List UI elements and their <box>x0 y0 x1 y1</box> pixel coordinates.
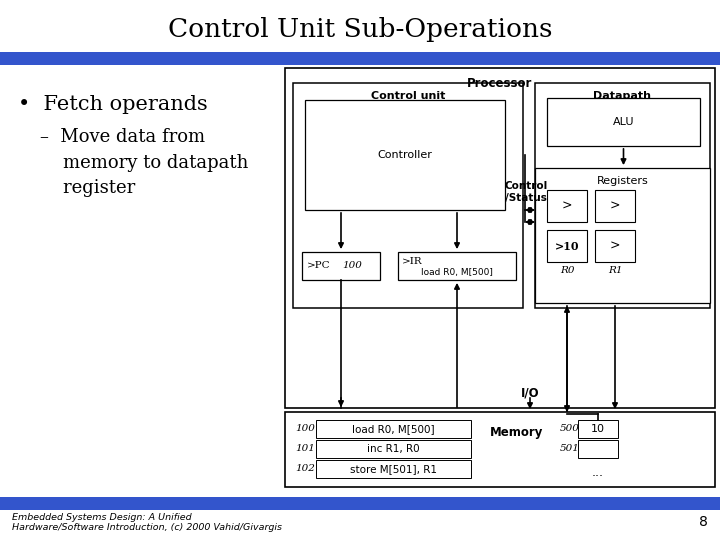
Text: >IR: >IR <box>402 257 423 266</box>
Bar <box>316 460 471 478</box>
Text: 101: 101 <box>295 444 315 453</box>
Text: 100: 100 <box>295 424 315 433</box>
Bar <box>547 230 587 262</box>
Text: >: > <box>610 199 620 213</box>
Text: R1: R1 <box>608 266 622 275</box>
Text: R0: R0 <box>559 266 575 275</box>
Text: Control
/Status: Control /Status <box>505 181 548 203</box>
Text: store M[501], R1: store M[501], R1 <box>350 464 437 474</box>
Text: inc R1, R0: inc R1, R0 <box>367 444 420 454</box>
Text: Registers: Registers <box>597 176 649 186</box>
Bar <box>595 190 635 222</box>
Text: ...: ... <box>592 465 604 478</box>
Bar <box>302 252 380 280</box>
Text: Embedded Systems Design: A Unified
Hardware/Software Introduction, (c) 2000 Vahi: Embedded Systems Design: A Unified Hardw… <box>12 513 282 532</box>
Text: >: > <box>610 240 620 253</box>
Text: I/O: I/O <box>521 387 539 400</box>
Bar <box>398 252 516 280</box>
Bar <box>595 230 635 262</box>
Bar <box>547 98 700 146</box>
Bar <box>0 497 720 510</box>
Text: Controller: Controller <box>377 150 433 160</box>
Text: load R0, M[500]: load R0, M[500] <box>352 424 435 434</box>
Text: >PC: >PC <box>307 261 330 271</box>
Text: ALU: ALU <box>613 117 634 127</box>
Bar <box>547 190 587 222</box>
Bar <box>578 440 618 458</box>
Text: >10: >10 <box>554 240 580 252</box>
Text: Processor: Processor <box>467 77 533 90</box>
Bar <box>305 100 505 210</box>
Text: 10: 10 <box>591 424 605 434</box>
Text: 100: 100 <box>342 261 362 271</box>
Text: >: > <box>562 199 572 213</box>
Text: 500: 500 <box>560 424 580 433</box>
Text: Memory: Memory <box>490 426 544 439</box>
Text: •  Fetch operands: • Fetch operands <box>18 95 208 114</box>
Text: 501: 501 <box>560 444 580 453</box>
Text: load R0, M[500]: load R0, M[500] <box>421 268 493 278</box>
Bar <box>285 412 715 487</box>
Text: Control Unit Sub-Operations: Control Unit Sub-Operations <box>168 17 552 43</box>
Text: Control unit: Control unit <box>371 91 445 101</box>
Bar <box>293 83 523 308</box>
Bar <box>535 83 710 308</box>
Bar <box>316 420 471 438</box>
Text: 102: 102 <box>295 464 315 473</box>
Text: Datapath: Datapath <box>593 91 652 101</box>
Bar <box>578 420 618 438</box>
Bar <box>535 168 710 303</box>
Bar <box>285 68 715 408</box>
Bar <box>0 52 720 65</box>
Text: –  Move data from
    memory to datapath
    register: – Move data from memory to datapath regi… <box>40 128 248 198</box>
Bar <box>316 440 471 458</box>
Text: 8: 8 <box>699 515 708 529</box>
